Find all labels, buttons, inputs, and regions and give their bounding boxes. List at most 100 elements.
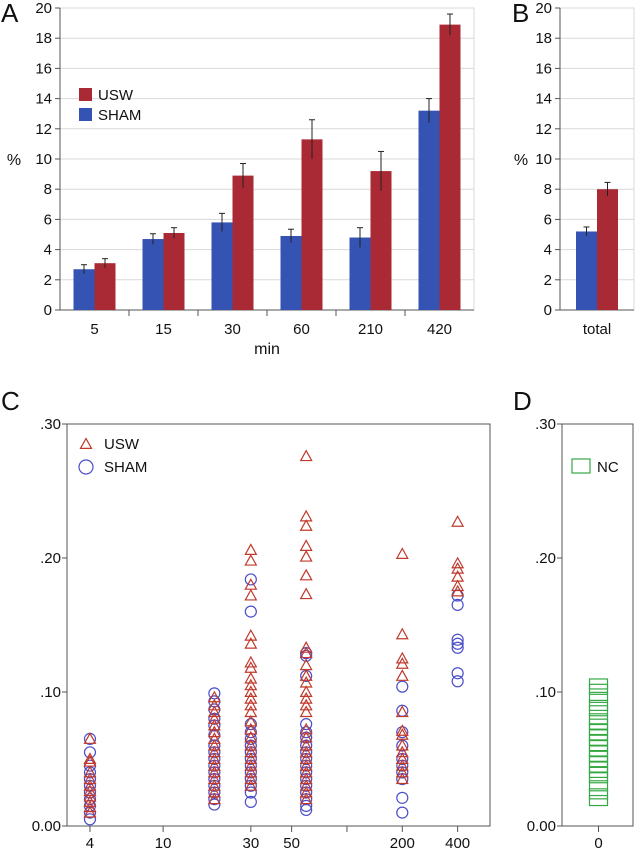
point-usw <box>395 669 409 681</box>
point-sham <box>300 726 313 739</box>
y-tick-label: 2 <box>44 272 52 289</box>
y-tick-label: .20 <box>535 550 556 567</box>
point-usw <box>244 578 258 590</box>
point-sham <box>83 746 97 759</box>
point-usw <box>244 678 258 691</box>
bar-sham <box>73 269 95 310</box>
point-sham <box>244 795 257 808</box>
plot-frame <box>66 423 491 827</box>
y-tick-label: 10 <box>535 151 552 168</box>
point-nc <box>588 780 609 792</box>
point-usw <box>299 519 313 531</box>
point-usw <box>244 714 258 727</box>
bar-usw <box>232 175 254 310</box>
point-usw <box>207 752 221 765</box>
point-usw <box>395 765 409 778</box>
point-sham <box>244 573 257 586</box>
y-tick-label: 20 <box>535 0 552 17</box>
point-usw <box>244 752 258 765</box>
legend-marker-usw <box>79 437 93 449</box>
point-usw <box>244 722 258 735</box>
x-tick-label: total <box>583 321 611 338</box>
y-tick-label: 12 <box>35 121 52 138</box>
plot-frame <box>561 423 634 827</box>
point-sham <box>244 786 257 799</box>
legend-label-sham: SHAM <box>104 459 147 476</box>
x-tick-label: 60 <box>293 321 310 338</box>
point-usw <box>299 765 313 778</box>
y-tick-label: 0.00 <box>32 818 61 835</box>
point-usw <box>395 657 409 669</box>
point-usw <box>244 685 258 698</box>
point-usw <box>244 671 258 684</box>
y-tick-label: .10 <box>535 684 556 701</box>
point-usw <box>299 691 313 704</box>
point-usw <box>244 779 258 791</box>
point-usw <box>207 738 221 751</box>
point-usw <box>299 779 313 791</box>
legend-swatch-usw <box>79 88 92 101</box>
y-tick-label: 0 <box>44 302 52 319</box>
point-usw <box>207 745 221 758</box>
point-usw <box>299 669 313 681</box>
x-tick-label: 10 <box>155 835 172 850</box>
point-usw <box>207 779 221 791</box>
x-axis-label: min <box>254 341 280 358</box>
point-usw <box>395 738 409 751</box>
point-usw <box>299 539 313 551</box>
x-tick-label: 5 <box>90 321 98 338</box>
bar-sham <box>349 237 371 310</box>
y-tick-label: 12 <box>535 121 552 138</box>
point-usw <box>207 705 221 718</box>
legend-label-usw: USW <box>98 87 134 104</box>
point-usw <box>299 587 313 600</box>
point-usw <box>244 772 258 785</box>
point-sham <box>83 786 97 799</box>
point-usw <box>395 627 409 640</box>
bar-usw <box>597 189 618 310</box>
point-usw <box>451 579 465 592</box>
point-usw <box>395 724 409 736</box>
panel-c: C .30 .20 .10 0.00 4 10 30 50 200 400 USW SHAM <box>1 386 491 852</box>
point-nc <box>588 691 609 703</box>
point-usw <box>83 765 97 778</box>
point-usw <box>395 705 409 718</box>
point-sham <box>396 726 409 739</box>
panel-letter-d: D <box>513 386 532 416</box>
point-usw <box>83 732 97 744</box>
point-usw <box>244 698 258 711</box>
point-usw <box>299 449 313 462</box>
x-tick-label: 200 <box>390 835 415 850</box>
point-usw <box>207 792 221 805</box>
point-usw <box>244 765 258 778</box>
y-axis-label: % <box>514 152 528 169</box>
bar-usw <box>94 263 116 310</box>
panel-a: A 0 2 4 6 8 10 12 14 16 18 20% 5 15 30 60 210 420 min USW SH… <box>1 0 475 358</box>
point-usw <box>395 547 409 559</box>
y-tick-label: 6 <box>44 211 52 228</box>
x-tick-label: 420 <box>427 321 452 338</box>
y-tick-label: 14 <box>35 91 52 108</box>
point-usw <box>299 722 313 735</box>
point-usw <box>207 718 221 731</box>
legend-marker-sham <box>78 459 94 475</box>
x-tick-label: 210 <box>358 321 383 338</box>
legend-swatch-sham <box>79 108 92 121</box>
y-tick-label: 2 <box>544 272 552 289</box>
point-usw <box>299 730 313 743</box>
point-sham <box>83 793 97 806</box>
point-usw <box>299 792 313 805</box>
point-usw <box>299 568 313 581</box>
point-usw <box>451 515 465 527</box>
point-sham <box>396 680 409 693</box>
point-sham <box>244 718 257 731</box>
point-sham <box>300 718 313 731</box>
panel-letter-b: B <box>512 0 529 28</box>
point-usw <box>244 637 258 649</box>
point-sham <box>451 667 464 680</box>
point-usw <box>299 738 313 751</box>
point-sham <box>300 799 313 813</box>
point-nc <box>588 788 609 800</box>
point-usw <box>451 556 465 569</box>
